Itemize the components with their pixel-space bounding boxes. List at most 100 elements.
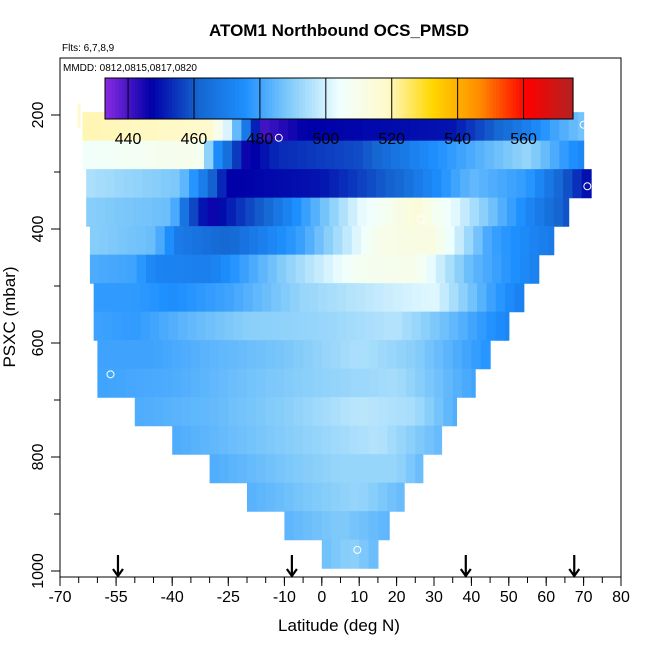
heatmap-cell xyxy=(196,311,207,341)
heatmap-cell xyxy=(359,511,370,541)
heatmap-cell xyxy=(175,140,186,170)
heatmap-cell xyxy=(428,112,439,142)
heatmap-cell xyxy=(385,197,396,227)
heatmap-cell xyxy=(170,197,181,227)
arrow-head xyxy=(112,568,124,578)
heatmap-cell xyxy=(400,140,411,170)
colorbar-segment xyxy=(372,78,377,119)
heatmap-cell xyxy=(368,539,379,569)
heatmap-cell xyxy=(200,397,211,427)
heatmap-cell xyxy=(106,368,117,398)
heatmap-cell xyxy=(486,283,497,313)
heatmap-cell xyxy=(293,397,304,427)
heatmap-cell xyxy=(342,226,353,256)
heatmap-cell xyxy=(321,340,332,370)
colorbar-segment xyxy=(275,78,280,119)
y-tick-label: 600 xyxy=(30,330,47,357)
sample-marker xyxy=(579,120,588,129)
heatmap-cell xyxy=(452,340,463,370)
heatmap-cell xyxy=(480,340,491,370)
x-tick-label: 50 xyxy=(500,589,518,606)
heatmap-cell xyxy=(304,226,315,256)
heatmap-cell xyxy=(303,340,314,370)
colorbar-segment xyxy=(419,78,424,119)
colorbar-segment xyxy=(222,78,226,119)
heatmap-cell xyxy=(529,254,540,284)
y-tick-label: 1000 xyxy=(30,553,47,589)
heatmap-cell xyxy=(531,112,542,142)
colorbar-segment xyxy=(442,78,447,119)
heatmap-cell xyxy=(284,368,295,398)
heatmap-cell xyxy=(269,112,280,142)
heatmap-cell xyxy=(540,112,551,142)
heatmap-cell xyxy=(91,112,102,142)
heatmap-cell xyxy=(488,169,499,199)
colorbar-segment xyxy=(532,78,537,119)
heatmap-cell xyxy=(142,169,153,199)
heatmap-cell xyxy=(475,140,486,170)
colorbar-segment xyxy=(305,78,310,119)
heatmap-cell xyxy=(284,340,295,370)
heatmap-cell xyxy=(218,454,229,484)
heatmap-cell xyxy=(377,425,388,455)
heatmap-cell xyxy=(168,283,179,313)
heatmap-cell xyxy=(104,197,115,227)
heatmap-cell xyxy=(477,311,487,341)
heatmap-cell xyxy=(217,197,228,227)
heatmap-cell xyxy=(505,311,510,341)
sample-marker xyxy=(583,182,592,191)
heatmap-cell xyxy=(252,283,263,313)
heatmap-cell xyxy=(260,112,271,142)
colorbar-segment xyxy=(389,78,394,119)
colorbar-segment xyxy=(325,78,330,119)
colorbar-segment xyxy=(445,78,450,119)
x-tick-label: 20 xyxy=(388,589,406,606)
heatmap-cell xyxy=(505,283,516,313)
heatmap-cell xyxy=(275,368,285,398)
heatmap-cell xyxy=(434,368,444,398)
colorbar-segment xyxy=(342,78,347,119)
heatmap-cell xyxy=(402,283,413,313)
colorbar-segment xyxy=(201,78,206,119)
heatmap-cell xyxy=(398,226,409,256)
heatmap-cell xyxy=(534,169,545,199)
heatmap-cell xyxy=(325,112,336,142)
heatmap-cell xyxy=(364,311,375,341)
heatmap-cell xyxy=(525,169,536,199)
heatmap-cell xyxy=(125,340,136,370)
heatmap-cell xyxy=(86,169,97,199)
heatmap-cell xyxy=(310,169,321,199)
heatmap-cell xyxy=(377,511,388,541)
heatmap-cell xyxy=(344,140,355,170)
heatmap-row xyxy=(82,112,585,142)
heatmap-cell xyxy=(377,397,388,427)
heatmap-cell xyxy=(295,254,306,284)
heatmap-cell xyxy=(392,283,403,313)
heatmap-cell xyxy=(520,226,530,256)
heatmap-cell xyxy=(340,425,351,455)
heatmap-cell xyxy=(252,311,263,341)
heatmap-cell xyxy=(415,425,426,455)
colorbar-segment xyxy=(496,78,501,119)
heatmap-cell xyxy=(359,397,370,427)
heatmap-cell xyxy=(321,511,332,541)
heatmap-cell xyxy=(209,368,220,398)
heatmap-row xyxy=(284,511,390,541)
heatmap-cell xyxy=(261,311,272,341)
heatmap-cell xyxy=(192,254,203,284)
heatmap-cell xyxy=(473,226,484,256)
colorbar-segment xyxy=(409,78,414,119)
heatmap-cell xyxy=(190,397,201,427)
heatmap-cell xyxy=(368,397,379,427)
heatmap-cell xyxy=(222,140,233,170)
heatmap-cell xyxy=(151,169,162,199)
heatmap-cell xyxy=(144,340,155,370)
colorbar-segment xyxy=(302,78,307,119)
heatmap-cell xyxy=(247,397,257,427)
heatmap-cell xyxy=(559,140,570,170)
heatmap-cell xyxy=(484,140,495,170)
heatmap-cell xyxy=(336,283,347,313)
heatmap-cell xyxy=(387,425,398,455)
heatmap-cell xyxy=(501,254,512,284)
heatmap-cell xyxy=(349,482,360,512)
